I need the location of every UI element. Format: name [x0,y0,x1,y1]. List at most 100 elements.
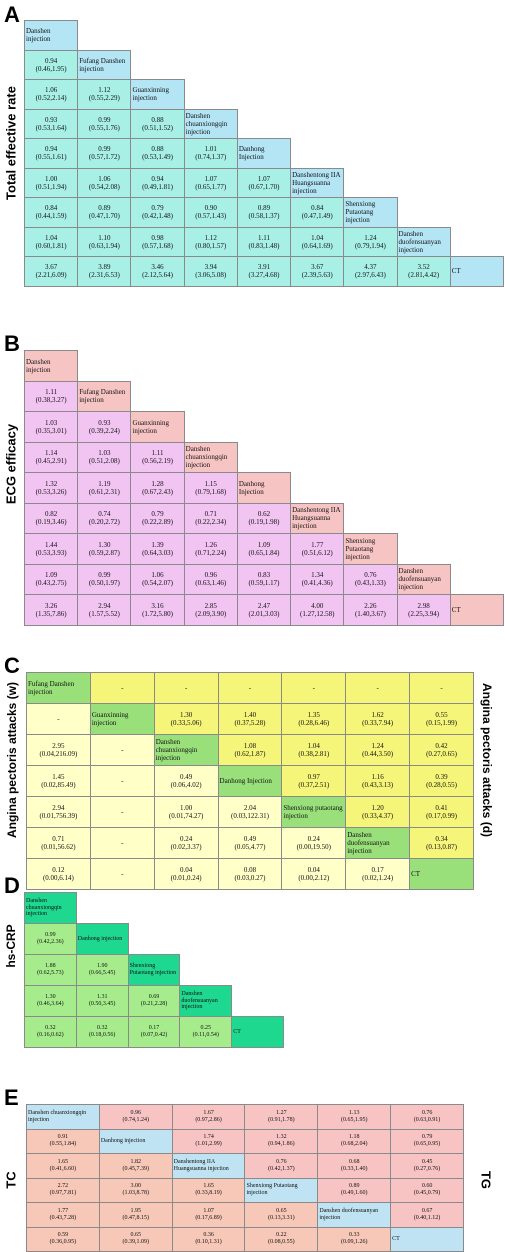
comparison-cell: 0.04 (0.00,2.12) [281,858,347,890]
confidence-interval: (2.31,6.53) [88,271,120,280]
comparison-cell: 1.45 (0.02,85.49) [26,765,91,797]
confidence-interval: (0.01,756.39) [39,812,78,820]
confidence-interval: (0.57,1.72) [88,153,120,162]
table-row: Danshen chuanxiongqin injection 0.96 (0.74… [26,1104,464,1130]
odds-ratio-value: 0.99 [98,145,111,154]
comparison-cell: 0.71 (0.22,2.34) [183,502,238,534]
panel-letter-c: C [4,653,20,678]
treatment-label-cell: Danshen chuanxiongqin injection [24,892,77,924]
empty-cell [291,412,344,443]
empty-cell [397,351,450,382]
side-label-angina-d: Angina pectoris attacks (d) [480,682,494,838]
confidence-interval: (0.43,1.33) [354,579,386,588]
confidence-interval: (2.25,3.94) [408,609,440,618]
empty-cell [184,412,237,443]
confidence-interval: (0.42,1.37) [268,1165,295,1172]
odds-ratio-value: 1.65 [57,1158,69,1165]
comparison-cell: 0.33 (0.09,1.26) [317,1226,392,1252]
empty-cell [291,381,344,412]
confidence-interval: (1.01,2.99) [195,1141,222,1148]
odds-ratio-value: 0.94 [44,56,58,65]
treatment-label-cell: Guanxinning injection [89,703,155,735]
empty-cell [344,80,397,110]
comparison-cell: - [281,672,347,704]
comparison-cell: 1.14 (0.45,2.91) [23,441,79,473]
treatment-name: CT [451,605,461,614]
odds-ratio-value: 0.59 [57,1232,69,1239]
comparison-cell: 1.03 (0.35,3.01) [23,411,79,443]
odds-ratio-value: - [121,838,124,847]
empty-cell [291,80,344,110]
odds-ratio-value: 0.79 [421,1134,433,1141]
confidence-interval: (0.28,6.46) [298,719,330,727]
empty-cell [184,381,237,412]
comparison-cell: 0.89 (0.47,1.70) [77,197,132,228]
empty-cell [450,564,503,595]
odds-ratio-value: 1.31 [96,994,108,1001]
empty-cell [450,50,503,80]
odds-ratio-value: 0.99 [98,115,111,124]
odds-ratio-value: 0.71 [204,510,217,519]
odds-ratio-value: 1.14 [44,449,58,458]
empty-cell [344,139,397,169]
confidence-interval: (0.65,1.84) [248,548,280,557]
table-row: 0.94 (0.55,1.61) 0.99 (0.57,1.72) 0.88 (0.53,… [23,138,504,169]
empty-cell [397,50,450,80]
treatment-name: Danshen duofensuanyan injection [398,229,441,254]
comparison-cell: 1.01 (0.74,1.37) [183,138,238,169]
comparison-cell: 0.25 (0.11,0.54) [179,1016,233,1048]
comparison-cell: 1.10 (0.63,1.94) [77,226,132,257]
odds-ratio-value: 1.07 [204,174,217,183]
comparison-cell: 0.39 (0.28,0.55) [409,765,474,797]
table-row: 2.72 (0.97,7.81) 3.00 (1.03,8.78) 1.65 (0.33,… [26,1177,464,1203]
odds-ratio-value: 3.52 [417,263,430,272]
confidence-interval: (0.03,122.31) [230,812,269,820]
comparison-cell: 0.93 (0.39,2.24) [77,411,132,443]
odds-ratio-value: - [121,776,124,785]
league-table-e: Danshen chuanxiongqin injection 0.96 (0.74… [26,1104,464,1252]
comparison-cell: 0.12 (0.00,6.14) [26,858,91,890]
side-label-tg: TG [478,1170,494,1190]
odds-ratio-value: 1.62 [371,710,384,719]
empty-cell [397,473,450,504]
treatment-name: Danshen chuanxiongqin injection [28,1109,87,1123]
treatment-name: Guanxinning injection [132,418,169,435]
confidence-interval: (0.58,1.37) [248,212,280,221]
treatment-name: CT [411,869,421,878]
empty-cell [78,351,131,382]
league-table-b: Danshen injection 1.11 (0.38,3.27) Fufang D… [23,350,505,626]
confidence-interval: (0.57,1.68) [142,241,173,250]
empty-cell [450,227,503,257]
confidence-interval: (0.71,2.24) [195,548,227,557]
table-row: 1.09 (0.43,2.75) 0.99 (0.50,1.97) 1.06 (0.54,… [23,563,504,595]
confidence-interval: (0.65,1.95) [340,1116,368,1123]
treatment-name: Danhong injection [77,935,123,942]
empty-cell [180,955,232,986]
confidence-interval: (0.15,1.99) [426,719,457,727]
confidence-interval: (0.65,0.95) [413,1141,441,1148]
comparison-cell: - [89,827,155,859]
confidence-interval: (0.50,3.45) [88,1001,116,1007]
odds-ratio-value: 0.97 [307,772,320,781]
odds-ratio-value: 1.04 [311,233,324,242]
comparison-cell: 3.94 (3.06,5.08) [183,256,238,287]
treatment-name: CT [392,1235,400,1242]
odds-ratio-value: 0.24 [307,834,320,843]
odds-ratio-value: 1.06 [98,174,111,183]
odds-ratio-value: 1.11 [45,388,58,397]
comparison-cell: - [409,672,474,704]
table-row: 0.99 (0.42,2.36) Danhong injection [24,923,284,955]
confidence-interval: (0.33,8.19) [195,1190,222,1197]
confidence-interval: (0.49,1.60) [340,1190,368,1197]
confidence-interval: (0.44,1.59) [35,212,67,221]
odds-ratio-value: 0.39 [435,772,448,781]
empty-cell [76,893,128,924]
empty-cell [397,442,450,473]
confidence-interval: (0.45,7.39) [122,1165,149,1172]
comparison-cell: 1.30 (0.33,5.06) [153,703,219,735]
confidence-interval: (0.03,0.27) [234,874,266,882]
confidence-interval: (0.59,2.87) [88,548,120,557]
confidence-interval: (0.53,3.26) [35,487,67,496]
league-table-a: Danshen injection 0.94 (0.46,1.95) Fufang D… [23,20,505,287]
odds-ratio-value: 1.03 [98,449,111,458]
